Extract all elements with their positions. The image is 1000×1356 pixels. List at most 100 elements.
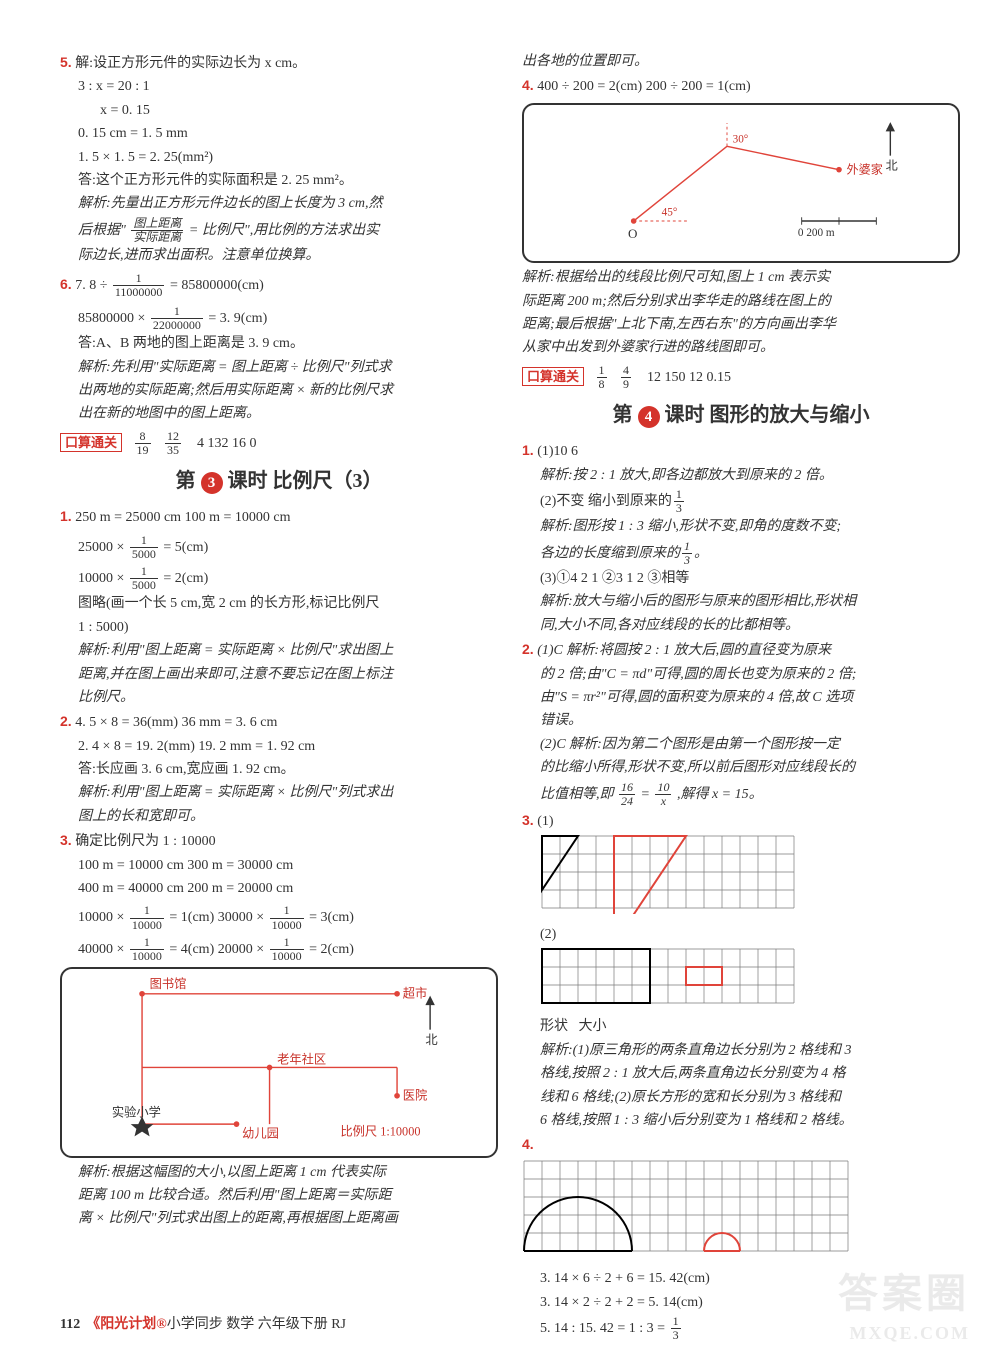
ks1-vals: 4 132 16 0 <box>197 436 257 451</box>
s3q1-jx1: 解析:利用"图上距离 = 实际距离 × 比例尺"求出图上 <box>60 640 498 662</box>
s4q1-jx5: 同,大小不同,各对应线段的长的比都相等。 <box>522 615 960 637</box>
s4q2-l4: 错误。 <box>522 710 960 732</box>
s4q3-num: 3. <box>522 812 534 828</box>
footer-brand: 《阳光计划® <box>86 1314 166 1336</box>
map1-diagram: 图书馆超市老年社区医院幼儿园实验小学比例尺 1:10000北 <box>60 967 498 1157</box>
q6-num: 6. <box>60 275 72 291</box>
map2-svg: O45°30°外婆家北0 200 m <box>528 109 954 249</box>
q5-head: 解:设正方形元件的实际边长为 x cm。 <box>75 56 306 71</box>
map2-jx3: 距离;最后根据"上北下南,左西右东"的方向画出李华 <box>522 314 960 336</box>
svg-text:比例尺 1:10000: 比例尺 1:10000 <box>340 1125 420 1139</box>
svg-text:O: O <box>628 226 637 241</box>
sec3-prefix: 第 <box>176 470 201 492</box>
s4q1-num: 1. <box>522 442 534 458</box>
q6-l2a: 85800000 × <box>78 311 149 326</box>
svg-text:北: 北 <box>886 158 898 172</box>
q6-l3: 答:A、B 两地的图上距离是 3. 9 cm。 <box>60 333 498 355</box>
s3q2-l1: 4. 5 × 8 = 36(mm) 36 mm = 3. 6 cm <box>75 715 277 730</box>
s3q3-jx2: 距离 100 m 比较合适。然后利用"图上距离＝实际距 <box>60 1185 498 1207</box>
svg-text:北: 北 <box>425 1033 437 1047</box>
svg-text:幼儿园: 幼儿园 <box>242 1126 279 1140</box>
q5: 5. 解:设正方形元件的实际边长为 x cm。 <box>60 51 498 75</box>
q6-jx2: 出两地的实际距离;然后用实际距离 × 新的比例尺求 <box>60 380 498 402</box>
s3q2: 2. 4. 5 × 8 = 36(mm) 36 mm = 3. 6 cm <box>60 710 498 734</box>
q6-l1a: 7. 8 ÷ <box>75 277 111 292</box>
s4q1-jx2: 解析:图形按 1 : 3 缩小,形状不变,即角的度数不变; <box>522 516 960 538</box>
svg-text:0 200 m: 0 200 m <box>798 227 835 239</box>
ks1-f1: 819 <box>135 430 151 457</box>
s3q2-l2: 2. 4 × 8 = 19. 2(mm) 19. 2 mm = 1. 92 cm <box>60 736 498 758</box>
map2-diagram: O45°30°外婆家北0 200 m <box>522 103 960 263</box>
s4q2-l5: (2)C 解析:因为第二个图形是由第一个图形按一定 <box>522 734 960 756</box>
svg-text:45°: 45° <box>662 206 678 218</box>
s3q2-jx2: 图上的长和宽即可。 <box>60 806 498 828</box>
map2-jx1: 解析:根据给出的线段比例尺可知,图上 1 cm 表示实 <box>522 267 960 289</box>
q6-jx1: 解析:先利用"实际距离 = 图上距离 ÷ 比例尺"列式求 <box>60 357 498 379</box>
s4q4-l1: 3. 14 × 6 ÷ 2 + 6 = 15. 42(cm) <box>522 1268 960 1290</box>
s4q1-l1: (1)10 6 <box>537 444 578 459</box>
s4q3-jx4: 6 格线,按照 1 : 3 缩小后分别变为 1 格线和 2 格线。 <box>522 1110 960 1132</box>
svg-text:超市: 超市 <box>403 986 428 1001</box>
q5-l5: 答:这个正方形元件的实际面积是 2. 25 mm²。 <box>60 170 498 192</box>
sec4-prefix: 第 <box>613 404 638 426</box>
s3q3-jx1: 解析:根据这幅图的大小,以图上距离 1 cm 代表实际 <box>60 1162 498 1184</box>
q5-l2: x = 0. 15 <box>60 100 498 122</box>
sec3-num: 3 <box>201 472 223 494</box>
s4q3-p2: (2) <box>522 924 960 946</box>
ks1-label: 口算通关 <box>60 433 122 452</box>
r-top: 出各地的位置即可。 <box>522 51 960 73</box>
s3q1-l4: 图略(画一个长 5 cm,宽 2 cm 的长方形,标记比例尺 <box>60 593 498 615</box>
s3q3-jx3: 离 × 比例尺"列式求出图上的距离,再根据图上距离画 <box>60 1208 498 1230</box>
s4q3: 3. (1) <box>522 809 960 833</box>
s3q3: 3. 确定比例尺为 1 : 10000 <box>60 829 498 853</box>
q5-jx2a: 后根据" <box>78 223 126 238</box>
s4q2: 2. (1)C 解析:将圆按 2 : 1 放大后,圆的直径变为原来 <box>522 638 960 662</box>
s4q4: 4. <box>522 1133 960 1157</box>
svg-text:30°: 30° <box>733 133 749 145</box>
s3q3-num: 3. <box>60 832 72 848</box>
ks2-vals: 12 150 12 0.15 <box>647 370 731 385</box>
q5-l4: 1. 5 × 1. 5 = 2. 25(mm²) <box>60 147 498 169</box>
q5-jx3: 际边长,进而求出面积。注意单位换算。 <box>60 245 498 267</box>
section4-title: 第 4 课时 图形的放大与缩小 <box>522 399 960 431</box>
ks1: 口算通关 819 1235 4 132 16 0 <box>60 430 498 457</box>
s4q4-num: 4. <box>522 1136 534 1152</box>
q5-l1: 3 : x = 20 : 1 <box>60 76 498 98</box>
s4q4-l2: 3. 14 × 2 ÷ 2 + 2 = 5. 14(cm) <box>522 1292 960 1314</box>
ks2: 口算通关 18 49 12 150 12 0.15 <box>522 364 960 391</box>
s4q3-p1: (1) <box>537 814 553 829</box>
map1-svg: 图书馆超市老年社区医院幼儿园实验小学比例尺 1:10000北 <box>66 973 492 1143</box>
s3q3-l2: 100 m = 10000 cm 300 m = 30000 cm <box>60 855 498 877</box>
grid2-svg <box>540 947 800 1007</box>
s4q1: 1. (1)10 6 <box>522 439 960 463</box>
q5-jx2b: = 比例尺",用比例的方法求出实 <box>189 223 379 238</box>
q6-f1: 111000000 <box>113 272 165 299</box>
s4q3-jx2: 格线,按照 2 : 1 放大后,两条直角边长分别变为 4 格 <box>522 1063 960 1085</box>
section3-title: 第 3 课时 比例尺（3） <box>60 465 498 497</box>
map2-jx4: 从家中出发到外婆家行进的路线图即可。 <box>522 337 960 359</box>
rq4-num: 4. <box>522 77 534 93</box>
ks1-f2: 1235 <box>165 430 181 457</box>
sec4-title-text: 课时 图形的放大与缩小 <box>665 404 870 426</box>
q6-l2b: = 3. 9(cm) <box>208 311 267 326</box>
s3q3-l3: 400 m = 40000 cm 200 m = 20000 cm <box>60 878 498 900</box>
s3q3-l5: 40000 × 110000 = 4(cm) 20000 × 110000 = … <box>60 936 498 963</box>
svg-text:医院: 医院 <box>403 1089 428 1103</box>
right-column: 出各地的位置即可。 4. 400 ÷ 200 = 2(cm) 200 ÷ 200… <box>522 50 960 1343</box>
q5-num: 5. <box>60 54 72 70</box>
s3q2-jx1: 解析:利用"图上距离 = 实际距离 × 比例尺"列式求出 <box>60 782 498 804</box>
s4q1-l2: (2)不变 缩小到原来的13 <box>522 488 960 515</box>
q5-l3: 0. 15 cm = 1. 5 mm <box>60 123 498 145</box>
s4q1-l3: (3)①4 2 1 ②3 1 2 ③相等 <box>522 568 960 590</box>
svg-text:老年社区: 老年社区 <box>277 1052 326 1067</box>
q6-jx3: 出在新的地图中的图上距离。 <box>60 403 498 425</box>
s4q2-l1: (1)C 解析:将圆按 2 : 1 放大后,圆的直径变为原来 <box>537 643 831 658</box>
page-number: 112 <box>60 1314 80 1336</box>
s4q2-num: 2. <box>522 641 534 657</box>
svg-text:图书馆: 图书馆 <box>150 976 187 991</box>
s4q1-jx1: 解析:按 2 : 1 放大,即各边都放大到原来的 2 倍。 <box>522 465 960 487</box>
s3q1-jx2: 距离,并在图上画出来即可,注意不要忘记在图上标注 <box>60 664 498 686</box>
rq4-l1: 400 ÷ 200 = 2(cm) 200 ÷ 200 = 1(cm) <box>537 79 751 94</box>
q5-frac: 图上距离实际距离 <box>131 217 183 244</box>
s4q2-l3: 由"S = πr²"可得,圆的面积变为原来的 4 倍,故 C 选项 <box>522 687 960 709</box>
